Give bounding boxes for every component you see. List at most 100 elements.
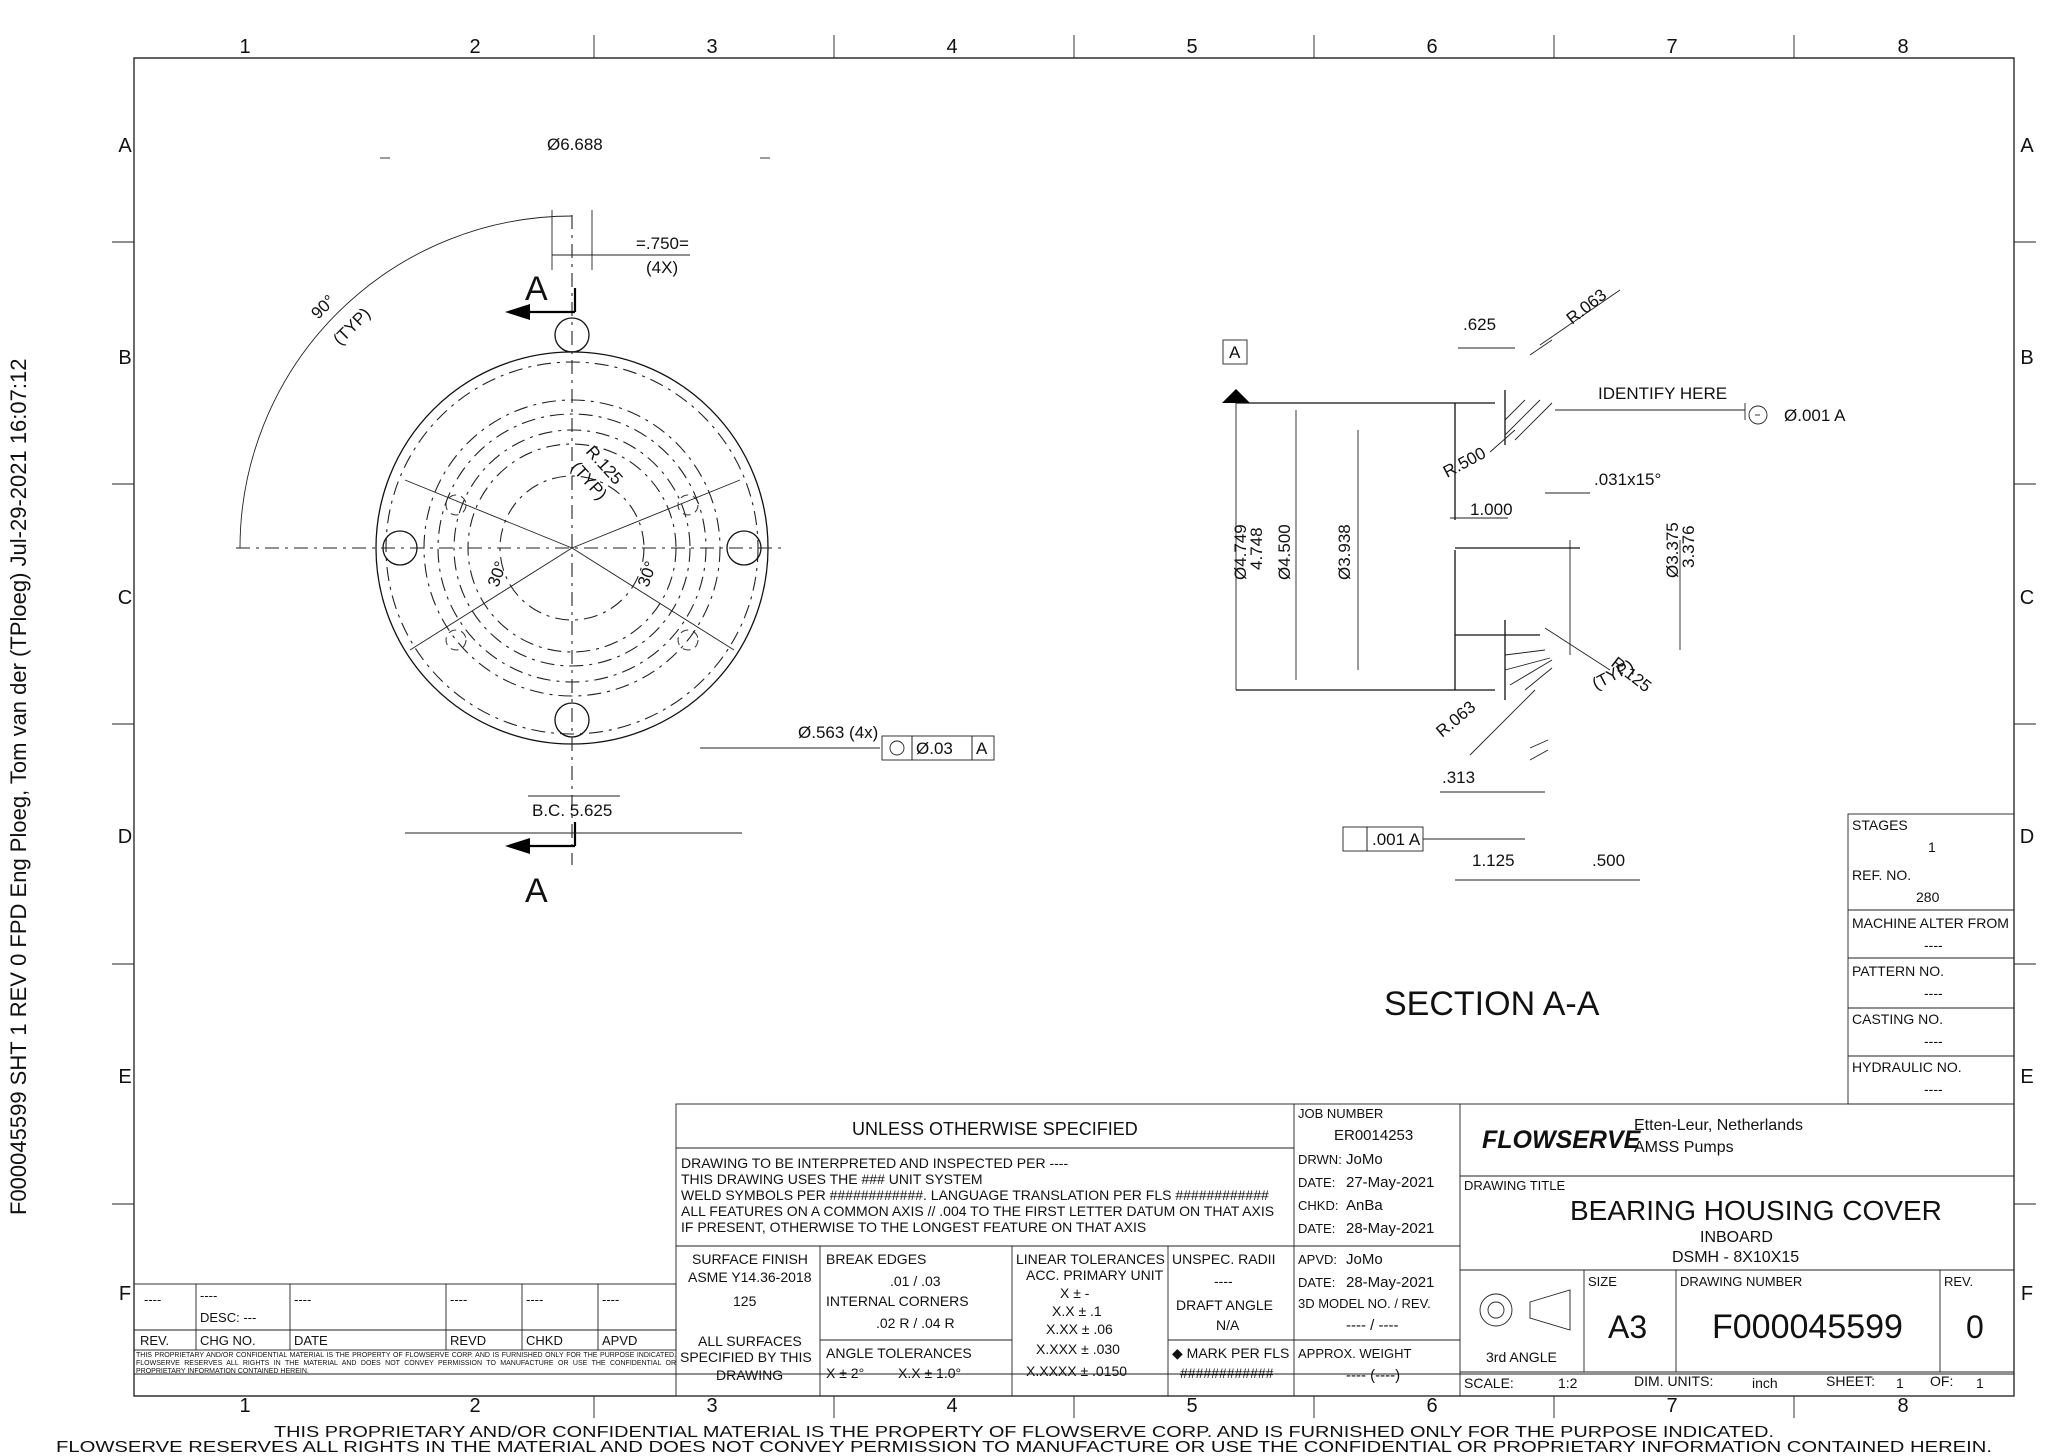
company-logo: FLOWSERVE xyxy=(1482,1126,1642,1154)
mark-label: ◆ MARK PER FLS xyxy=(1172,1345,1289,1361)
break-value: .01 / .03 xyxy=(890,1273,941,1289)
zone-col-bottom-5: 5 xyxy=(1186,1395,1197,1417)
zone-row-right-C: C xyxy=(2020,587,2034,609)
date2-value: 28-May-2021 xyxy=(1346,1220,1434,1237)
zone-labels-left: A B C D E F xyxy=(118,135,133,1305)
size-value: A3 xyxy=(1608,1309,1647,1345)
company-location: Etten-Leur, Netherlands xyxy=(1634,1117,1803,1134)
drwn-value: JoMo xyxy=(1346,1151,1383,1168)
dim-d4748: 4.748 xyxy=(1247,527,1266,570)
notes-header: UNLESS OTHERWISE SPECIFIED xyxy=(852,1119,1138,1139)
scale-label: SCALE: xyxy=(1464,1375,1514,1391)
zone-row-left-F: F xyxy=(119,1283,131,1305)
date1-value: 27-May-2021 xyxy=(1346,1174,1434,1191)
linear-2: X.X ± .1 xyxy=(1052,1303,1102,1319)
revision-header: APVD xyxy=(602,1333,637,1348)
section-view-labels: A .625 R.063 IDENTIFY HERE Ø.001 A R.500… xyxy=(1229,285,1846,1023)
zone-row-left-B: B xyxy=(118,347,131,369)
casting-label: CASTING NO. xyxy=(1852,1011,1943,1027)
dim-r500: R.500 xyxy=(1440,443,1489,481)
zone-row-left-E: E xyxy=(118,1066,131,1088)
linear-unit: ACC. PRIMARY UNIT xyxy=(1026,1267,1164,1283)
info-panel: STAGES 1 REF. NO. 280 MACHINE ALTER FROM… xyxy=(1847,813,2015,1105)
zone-row-right-D: D xyxy=(2020,826,2034,848)
surface-value: 125 xyxy=(733,1293,757,1309)
hydraulic-label: HYDRAULIC NO. xyxy=(1852,1059,1962,1075)
zone-col-top-8: 8 xyxy=(1897,36,1908,58)
zone-row-right-F: F xyxy=(2021,1283,2033,1305)
dim-r063-top: R.063 xyxy=(1563,285,1610,328)
ref-label: REF. NO. xyxy=(1852,867,1911,883)
draft-value: N/A xyxy=(1216,1317,1240,1333)
dim-slot-width: =.750= xyxy=(636,234,689,253)
drawing-model: DSMH - 8X10X15 xyxy=(1672,1249,1799,1266)
weight-value: ---- (----) xyxy=(1346,1367,1400,1384)
ref-value: 280 xyxy=(1916,889,1940,905)
rev-label: REV. xyxy=(1944,1274,1973,1289)
linear-1: X ± - xyxy=(1060,1285,1090,1301)
notes-line-2: THIS DRAWING USES THE ### UNIT SYSTEM xyxy=(681,1171,983,1187)
zone-col-top-5: 5 xyxy=(1186,36,1197,58)
radii-value: ---- xyxy=(1214,1273,1233,1289)
drwn-label: DRWN: xyxy=(1298,1152,1342,1167)
company-division: AMSS Pumps xyxy=(1634,1139,1734,1156)
zone-labels-bottom: 1 2 3 4 5 6 7 8 xyxy=(239,1395,1908,1417)
zone-row-right-B: B xyxy=(2020,347,2033,369)
units-value: inch xyxy=(1752,1375,1778,1391)
sheet-label: SHEET: xyxy=(1826,1373,1875,1389)
job-label: JOB NUMBER xyxy=(1298,1106,1383,1121)
dim-angle-left: 30° xyxy=(484,559,511,590)
corners-label: INTERNAL CORNERS xyxy=(826,1293,969,1309)
dim-angle-90: 90° xyxy=(307,291,339,323)
linear-label: LINEAR TOLERANCES xyxy=(1016,1251,1165,1267)
model-value: ---- / ---- xyxy=(1346,1317,1398,1334)
chkd-value: AnBa xyxy=(1346,1197,1383,1214)
zone-labels-right: A B C D E F xyxy=(2020,135,2035,1305)
zone-col-bottom-3: 3 xyxy=(706,1395,717,1417)
break-label: BREAK EDGES xyxy=(826,1251,926,1267)
dim-1125: 1.125 xyxy=(1472,851,1515,870)
notes-line-3: WELD SYMBOLS PER ############. LANGUAGE … xyxy=(681,1187,1269,1203)
zone-col-bottom-7: 7 xyxy=(1666,1395,1677,1417)
rev-value: 0 xyxy=(1966,1309,1984,1345)
dim-r063-bottom: R.063 xyxy=(1432,697,1479,741)
dim-hole: Ø.563 (4x) xyxy=(798,723,878,742)
revision-block: ---- ---- ---- ---- ---- ---- DESC: --- REV. C… xyxy=(133,1283,677,1351)
section-letter-top: A xyxy=(525,270,548,308)
zone-col-bottom-1: 1 xyxy=(239,1395,250,1417)
angle-value-2: X.X ± 1.0° xyxy=(898,1365,961,1381)
units-label: DIM. UNITS: xyxy=(1634,1373,1713,1389)
surface-label: SURFACE FINISH xyxy=(692,1251,808,1267)
stages-label: STAGES xyxy=(1852,817,1908,833)
corners-value: .02 R / .04 R xyxy=(876,1315,955,1331)
dim-chamfer: .031x15° xyxy=(1594,470,1661,489)
pattern-value: ---- xyxy=(1924,985,1943,1001)
dim-500: .500 xyxy=(1592,851,1625,870)
zone-col-top-3: 3 xyxy=(706,36,717,58)
number-label: DRAWING NUMBER xyxy=(1680,1274,1802,1289)
dim-d3375: Ø3.375 xyxy=(1663,522,1682,578)
linear-4: X.XXX ± .030 xyxy=(1036,1341,1120,1357)
zone-col-top-6: 6 xyxy=(1426,36,1437,58)
alter-label: MACHINE ALTER FROM xyxy=(1852,915,2009,931)
specified-by: SPECIFIED BY THIS xyxy=(680,1349,812,1365)
apvd-label: APVD: xyxy=(1298,1252,1337,1267)
revision-header: DATE xyxy=(294,1333,328,1348)
all-surfaces: ALL SURFACES xyxy=(698,1333,802,1349)
drawing-title: BEARING HOUSING COVER xyxy=(1570,1195,1942,1226)
revision-header: REV. xyxy=(140,1333,169,1348)
fcf-runout: Ø.001 A xyxy=(1784,406,1846,425)
zone-row-right-E: E xyxy=(2020,1066,2033,1088)
hydraulic-value: ---- xyxy=(1924,1081,1943,1097)
revision-header: REVD xyxy=(450,1333,486,1348)
chkd-label: CHKD: xyxy=(1298,1198,1338,1213)
alter-value: ---- xyxy=(1924,937,1943,953)
apvd-value: JoMo xyxy=(1346,1251,1383,1268)
plan-view xyxy=(236,157,995,865)
casting-value: ---- xyxy=(1924,1033,1943,1049)
of-value: 1 xyxy=(1976,1375,1984,1391)
dim-313: .313 xyxy=(1442,768,1475,787)
revision-value: ---- xyxy=(602,1292,619,1307)
zone-col-top-1: 1 xyxy=(239,36,250,58)
title-label: DRAWING TITLE xyxy=(1464,1178,1565,1193)
